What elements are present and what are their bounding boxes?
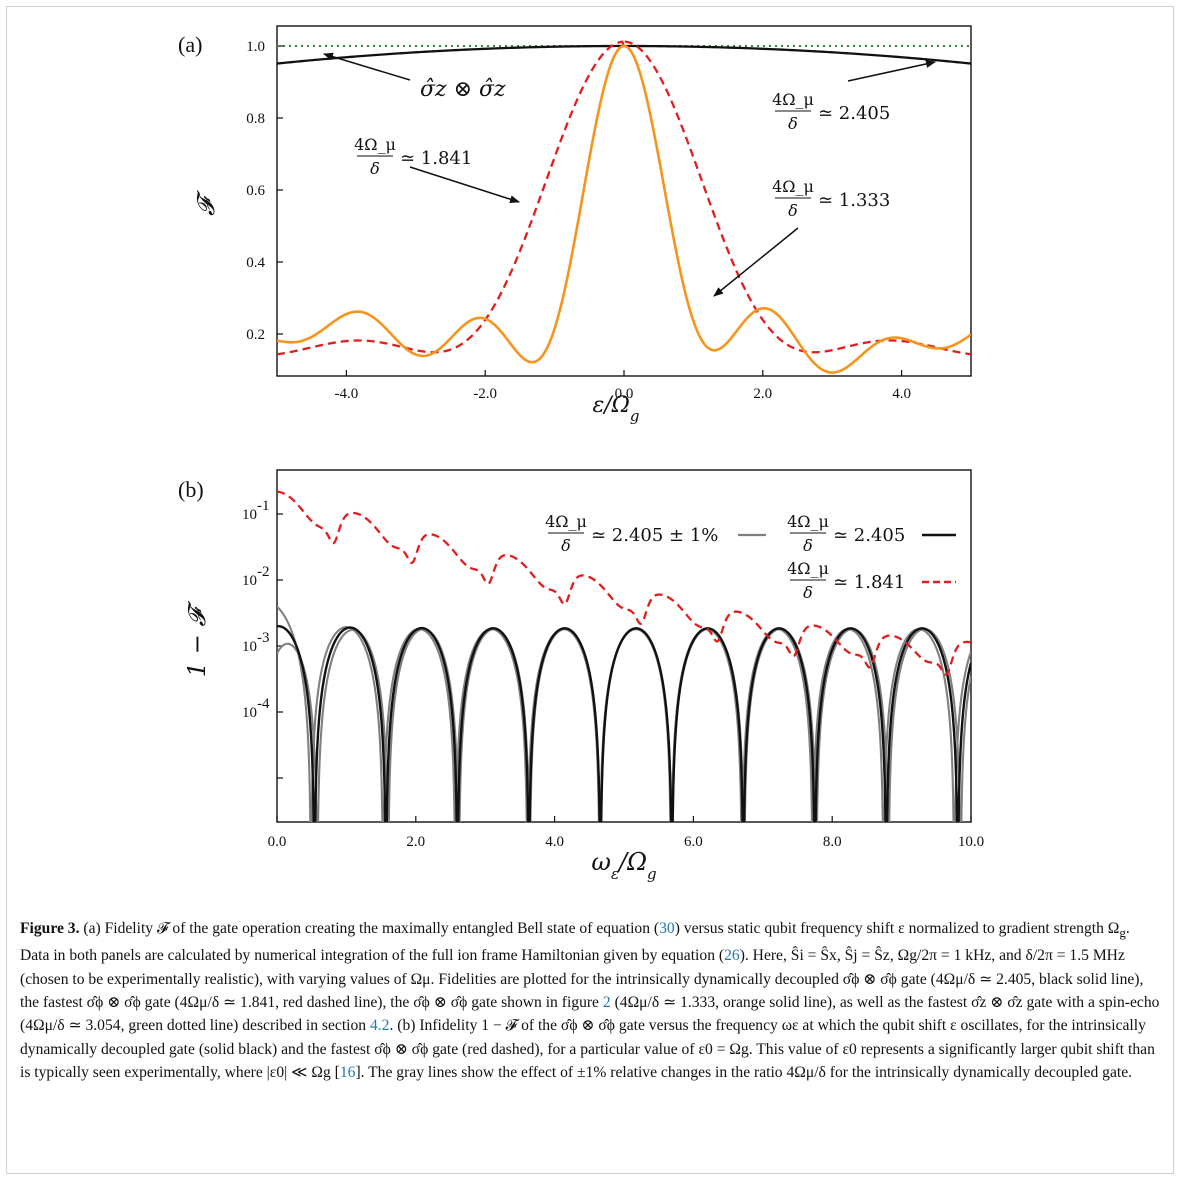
caption-text-7: ]. The gray lines show the effect of ±1%… — [355, 1063, 1133, 1081]
y-tick-label: 0.8 — [246, 111, 265, 127]
anno-1841-den: δ — [370, 159, 380, 178]
caption-ref-4-2[interactable]: 4.2 — [369, 1017, 390, 1035]
series-1333-orange-solid — [277, 44, 971, 374]
annotation-1841: 4Ω_μ δ ≃ 1.841 — [354, 135, 472, 178]
anno-1841-val: ≃ 1.841 — [400, 148, 472, 169]
panel-b-xlabel-sub1: ε — [611, 865, 619, 883]
panel-b-xlabel-sub2: g — [647, 865, 657, 883]
legend-red-num: 4Ω_μ — [787, 559, 829, 578]
caption-ref-26[interactable]: 26 — [724, 947, 740, 965]
series-2405-black-solid — [277, 44, 971, 65]
x-tick-label: 2.0 — [406, 834, 425, 850]
page-border — [6, 6, 1174, 1174]
y-tick-exponent: -4 — [257, 696, 270, 712]
anno-2405-num: 4Ω_μ — [772, 90, 814, 109]
panel-a-xlabel-eps: ε/Ω — [592, 393, 629, 418]
panel-a-xlabel-sub: g — [630, 407, 640, 425]
arrow-1333 — [713, 227, 799, 297]
caption-text-6: . (b) Infidelity 1 − 𝓕 of the σ̂ϕ ⊗ σ̂ϕ … — [20, 1017, 1155, 1081]
x-tick-label: -4.0 — [335, 386, 359, 402]
y-tick-exponent: -2 — [257, 564, 270, 580]
legend-gray-den: δ — [561, 536, 571, 555]
anno-2405-den: δ — [788, 114, 798, 133]
caption-text-4: ). Here, Ŝi = Ŝx, Ŝj = Ŝz, Ωg/2π = 1 kHz… — [20, 947, 1144, 1011]
y-tick-label: 1.0 — [246, 39, 265, 55]
x-tick-label: 8.0 — [823, 834, 842, 850]
panel-b-x-axis-title: ωε/Ωg — [591, 848, 656, 883]
arrow-1841 — [409, 166, 520, 204]
legend-black-label: ≃ 2.405 — [833, 525, 905, 546]
y-tick-label: 0.4 — [246, 255, 265, 271]
y-tick-exponent: -3 — [257, 630, 270, 646]
legend-item-red: 4Ω_μ δ ≃ 1.841 — [787, 559, 956, 602]
legend-item-gray: 4Ω_μ δ ≃ 2.405 ± 1% — [545, 512, 766, 555]
series-1841-red-dashed — [277, 40, 971, 356]
series-2405-black — [277, 625, 971, 822]
panel-b-xlabel-omega: ω — [591, 848, 611, 876]
caption-sub-g: g — [1119, 925, 1126, 941]
caption-ref-30[interactable]: 30 — [659, 920, 675, 937]
panel-a-y-ticks: 0.2 0.4 0.6 0.8 1.0 — [246, 39, 283, 343]
anno-1333-den: δ — [788, 201, 798, 220]
arrow-2405 — [847, 60, 936, 82]
panel-b-y-ticks: 10-110-210-310-4 — [242, 498, 283, 779]
annotation-1333: 4Ω_μ δ ≃ 1.333 — [772, 177, 890, 220]
y-tick-label: 0.2 — [246, 327, 265, 343]
y-tick-label: 10 — [242, 573, 257, 589]
x-tick-label: 6.0 — [684, 834, 703, 850]
anno-2405-val: ≃ 2.405 — [818, 103, 890, 124]
panel-a-y-axis-title: 𝓕 — [192, 190, 220, 216]
annotation-2405: 4Ω_μ δ ≃ 2.405 — [772, 90, 890, 133]
panel-b-label: (b) — [178, 477, 204, 502]
anno-1841-num: 4Ω_μ — [354, 135, 396, 154]
x-tick-label: 0.0 — [268, 834, 287, 850]
caption-ref-2[interactable]: 2 — [602, 994, 611, 1011]
caption-text-2: ) versus static qubit frequency shift ε … — [674, 920, 1120, 937]
panel-a-x-ticks: -4.0 -2.0 0.0 2.0 4.0 — [335, 370, 911, 402]
legend-red-label: ≃ 1.841 — [833, 572, 905, 593]
legend-black-num: 4Ω_μ — [787, 512, 829, 531]
figure-caption: Figure 3. (a) Fidelity 𝓕 of the gate ope… — [20, 917, 1162, 1084]
legend: 4Ω_μ δ ≃ 2.405 ± 1% 4Ω_μ δ ≃ 2.405 4Ω_μ … — [545, 512, 956, 602]
legend-black-den: δ — [803, 536, 813, 555]
y-tick-label: 10 — [242, 705, 257, 721]
anno-1333-val: ≃ 1.333 — [818, 190, 890, 211]
x-tick-label: 0.0 — [615, 386, 634, 402]
x-tick-label: -2.0 — [473, 386, 497, 402]
panel-a-x-axis-title: ε/Ωg — [592, 393, 639, 425]
y-tick-label: 10 — [242, 507, 257, 523]
legend-gray-label: ≃ 2.405 ± 1% — [591, 525, 718, 546]
legend-gray-num: 4Ω_μ — [545, 512, 587, 531]
panel-b-y-axis-title: 1 − 𝓕 — [183, 601, 211, 678]
x-tick-label: 4.0 — [892, 386, 911, 402]
panel-b-x-ticks: 0.0 2.0 4.0 6.0 8.0 10.0 — [268, 816, 984, 850]
caption-ref-16[interactable]: 16 — [339, 1063, 356, 1081]
caption-title: Figure 3. — [20, 920, 80, 937]
y-tick-label: 0.6 — [246, 183, 265, 199]
caption-text-5: (4Ωμ/δ ≃ 1.333, orange solid line), as w… — [20, 994, 1160, 1035]
series-1841-red-dashed — [277, 490, 971, 676]
caption-text-3: . Data in both panels are calculated by … — [20, 920, 1130, 965]
arrow-szsz — [323, 52, 411, 81]
panel-b-xlabel-mid: /Ω — [617, 848, 647, 876]
anno-1333-num: 4Ω_μ — [772, 177, 814, 196]
x-tick-label: 10.0 — [958, 834, 984, 850]
panel-a-label: (a) — [178, 32, 202, 57]
legend-red-den: δ — [803, 583, 813, 602]
x-tick-label: 2.0 — [753, 386, 772, 402]
caption-text-1: (a) Fidelity 𝓕 of the gate operation cre… — [79, 920, 660, 937]
y-tick-label: 10 — [242, 639, 257, 655]
annotation-szsz: σ̂z ⊗ σ̂z — [420, 77, 506, 102]
x-tick-label: 4.0 — [545, 834, 564, 850]
legend-item-black: 4Ω_μ δ ≃ 2.405 — [787, 512, 956, 555]
figure-3: (a) -4.0 -2.0 0.0 2.0 4.0 0.2 0.4 0.6 0.8 1.0 ε/… — [178, 25, 984, 883]
y-tick-exponent: -1 — [257, 498, 270, 514]
